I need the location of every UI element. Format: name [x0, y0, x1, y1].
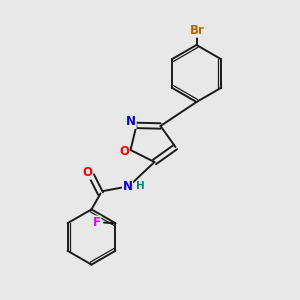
Text: Br: Br: [190, 24, 205, 37]
Text: N: N: [122, 179, 133, 193]
Text: N: N: [126, 115, 136, 128]
Text: O: O: [119, 145, 129, 158]
Text: F: F: [93, 216, 101, 229]
Text: H: H: [136, 181, 145, 191]
Text: O: O: [82, 166, 92, 179]
